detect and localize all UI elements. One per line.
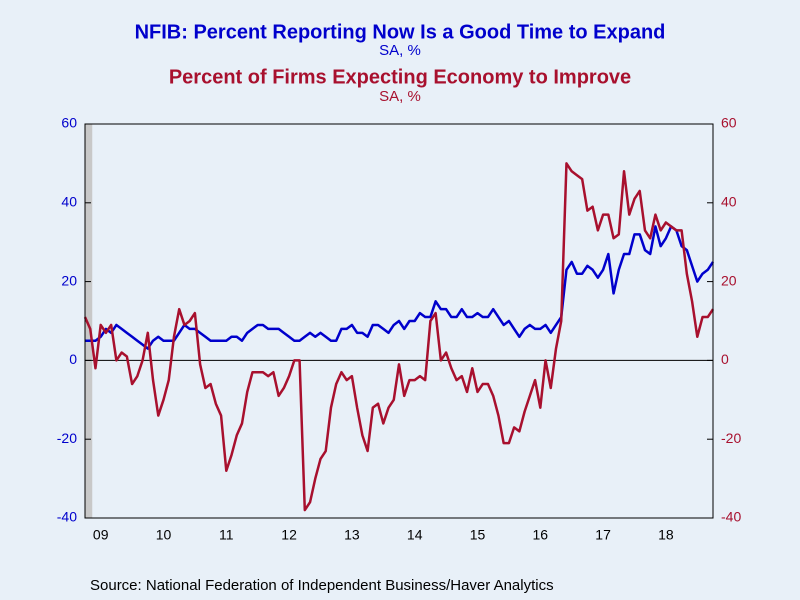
y-tick-label: 40 [61,194,77,210]
y-tick-label: 20 [61,272,77,288]
x-tick-label: 12 [281,527,297,543]
series-units: SA, % [379,88,421,105]
series-line [83,162,715,512]
series-line [85,225,715,350]
shade-band [85,124,93,518]
x-tick-label: 13 [344,527,360,543]
series-title: NFIB: Percent Reporting Now Is a Good Ti… [135,21,666,43]
x-tick-label: 10 [156,527,172,543]
y-tick-label: -20 [57,430,77,446]
y-tick-label: 60 [61,115,77,131]
series-title: Percent of Firms Expecting Economy to Im… [169,66,631,88]
x-tick-label: 18 [658,527,674,543]
x-tick-label: 11 [219,527,234,543]
x-tick-label: 16 [533,527,549,543]
x-tick-label: 14 [407,527,423,543]
y2-tick-label: 20 [721,272,737,288]
source: Source: National Federation of Independe… [90,577,554,594]
y-tick-label: 0 [69,351,77,367]
y2-tick-label: 60 [721,115,737,131]
x-tick-label: 09 [93,527,109,543]
y2-tick-label: -20 [721,430,741,446]
x-tick-label: 17 [595,527,611,543]
x-tick-label: 15 [470,527,486,543]
y-tick-label: -40 [57,509,77,525]
y2-tick-label: 0 [721,351,729,367]
y2-tick-label: 40 [721,194,737,210]
plot-frame [84,123,714,519]
y2-tick-label: -40 [721,509,741,525]
series-units: SA, % [379,42,421,59]
